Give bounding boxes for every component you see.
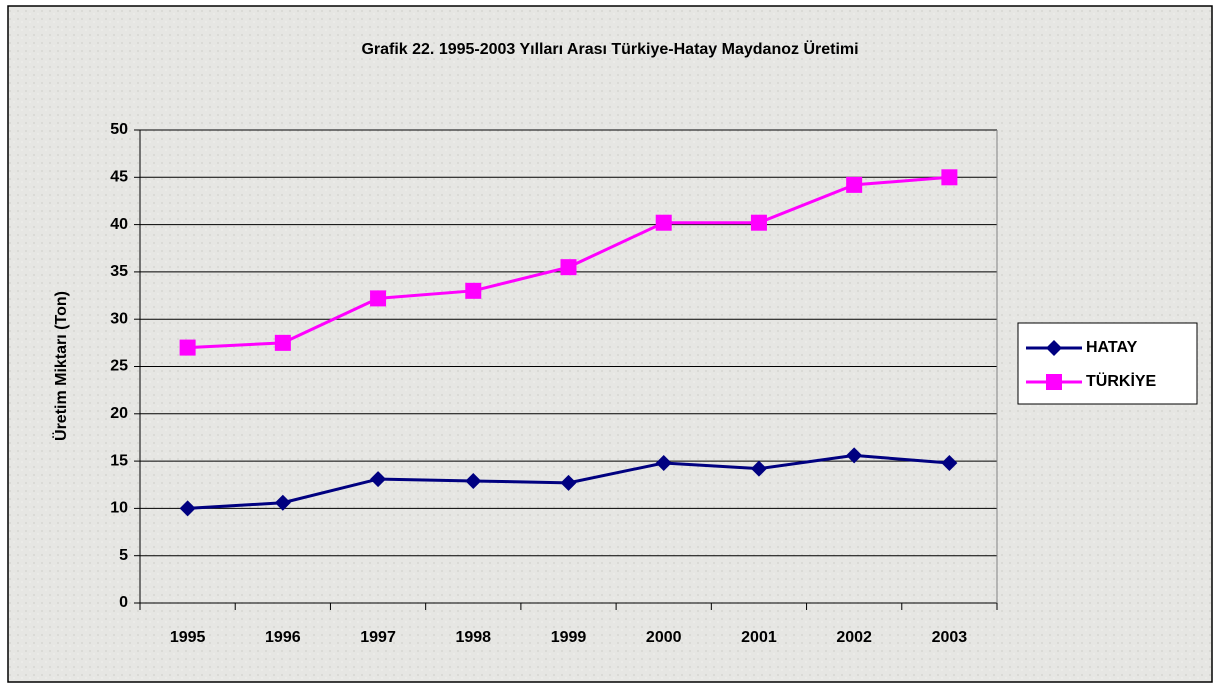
y-tick-label: 50 — [110, 121, 128, 138]
marker — [370, 471, 387, 488]
marker — [465, 472, 482, 489]
chart-title: Grafik 22. 1995-2003 Yılları Arası Türki… — [361, 39, 858, 58]
y-axis-label: Üretim Miktarı (Ton) — [51, 291, 70, 441]
x-tick-label: 1999 — [551, 629, 587, 646]
marker — [560, 474, 577, 491]
x-tick-label: 1997 — [360, 629, 396, 646]
legend-label: TÜRKİYE — [1086, 371, 1157, 390]
marker — [274, 494, 291, 511]
y-tick-label: 10 — [110, 500, 128, 517]
marker — [560, 259, 577, 276]
x-tick-label: 2002 — [836, 629, 872, 646]
y-tick-label: 15 — [110, 452, 128, 469]
marker — [655, 454, 672, 471]
marker — [1046, 340, 1062, 356]
y-tick-label: 0 — [119, 594, 128, 611]
x-tick-label: 2003 — [932, 629, 968, 646]
marker — [846, 447, 863, 464]
x-tick-label: 1995 — [170, 629, 206, 646]
marker — [941, 169, 958, 186]
legend-box — [1017, 322, 1198, 405]
marker — [1046, 374, 1062, 390]
marker — [179, 339, 196, 356]
x-tick-label: 1998 — [455, 629, 491, 646]
y-tick-label: 35 — [110, 263, 128, 280]
legend-label: HATAY — [1086, 339, 1138, 356]
x-tick-label: 2001 — [741, 629, 777, 646]
y-tick-label: 45 — [110, 169, 128, 186]
marker — [465, 282, 482, 299]
marker — [941, 454, 958, 471]
y-tick-label: 25 — [110, 358, 128, 375]
marker — [179, 500, 196, 517]
marker — [370, 290, 387, 307]
y-tick-label: 30 — [110, 310, 128, 327]
marker — [655, 214, 672, 231]
y-tick-label: 40 — [110, 216, 128, 233]
y-tick-label: 5 — [119, 547, 128, 564]
marker — [750, 214, 767, 231]
marker — [750, 460, 767, 477]
x-tick-label: 2000 — [646, 629, 682, 646]
marker — [274, 334, 291, 351]
x-tick-label: 1996 — [265, 629, 301, 646]
chart-background — [7, 5, 1213, 683]
y-tick-label: 20 — [110, 405, 128, 422]
marker — [846, 176, 863, 193]
